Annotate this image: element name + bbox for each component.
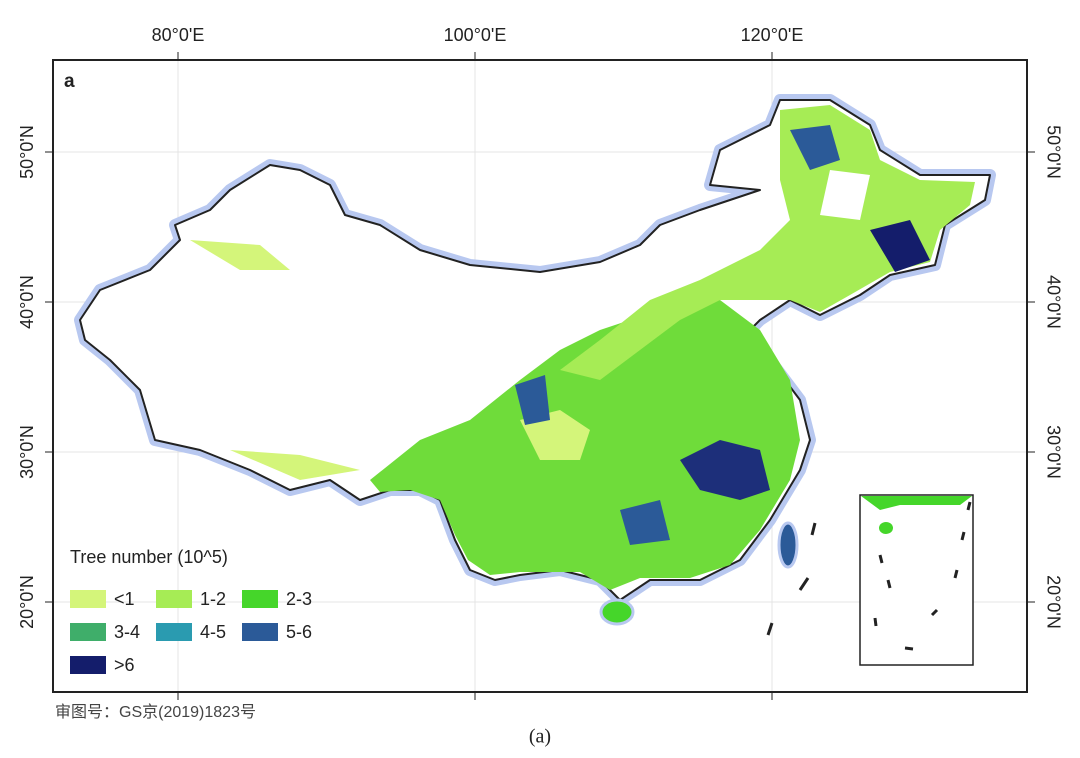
inset-coast [861, 496, 972, 510]
legend-swatch [242, 623, 278, 641]
hainan [599, 598, 635, 626]
legend-swatch [70, 590, 106, 608]
lat-label-right: 50°0'N [1043, 125, 1063, 179]
legend-label: 3-4 [114, 622, 140, 642]
lat-label-right: 30°0'N [1043, 425, 1063, 479]
lat-label-right: 20°0'N [1043, 575, 1063, 629]
china-map [74, 94, 996, 636]
lat-label-left: 50°0'N [17, 125, 37, 179]
legend: Tree number (10^5) <1 1-2 2-3 3-4 4-5 5-6 >6 [70, 547, 312, 675]
forest-changbai [870, 220, 930, 272]
forest-khingan [790, 125, 840, 170]
panel-label: a [64, 71, 75, 92]
lat-label-left: 20°0'N [17, 575, 37, 629]
legend-swatch [70, 623, 106, 641]
lon-label: 100°0'E [444, 25, 507, 45]
forest-qinling [515, 375, 550, 425]
plain [820, 170, 870, 220]
approval-number: 审图号：GS京(2019)1823号 [55, 703, 256, 721]
inset-hainan [879, 522, 893, 534]
legend-title: Tree number (10^5) [70, 547, 228, 567]
lat-label-right: 40°0'N [1043, 275, 1063, 329]
legend-label: <1 [114, 589, 135, 609]
forest-xinjiang [190, 240, 290, 270]
nine-dash-line [766, 522, 817, 636]
forest-tibet [230, 450, 360, 480]
legend-label: 4-5 [200, 622, 226, 642]
inset-dashes [873, 501, 972, 651]
legend-swatch [156, 623, 192, 641]
legend-swatch [242, 590, 278, 608]
forest-dense-2 [620, 500, 670, 545]
legend-label: 5-6 [286, 622, 312, 642]
legend-label: >6 [114, 655, 135, 675]
legend-label: 1-2 [200, 589, 226, 609]
lat-label-left: 40°0'N [17, 275, 37, 329]
inset-frame [859, 494, 974, 666]
legend-swatch [70, 656, 106, 674]
map-frame [52, 59, 1028, 693]
forest-dense [680, 440, 770, 500]
caption: (a) [529, 726, 551, 748]
lat-label-left: 30°0'N [17, 425, 37, 479]
legend-swatch [156, 590, 192, 608]
taiwan [777, 521, 799, 569]
legend-label: 2-3 [286, 589, 312, 609]
lon-label: 120°0'E [741, 25, 804, 45]
inset [859, 494, 974, 666]
forest-north [560, 105, 975, 380]
lon-label: 80°0'E [152, 25, 205, 45]
